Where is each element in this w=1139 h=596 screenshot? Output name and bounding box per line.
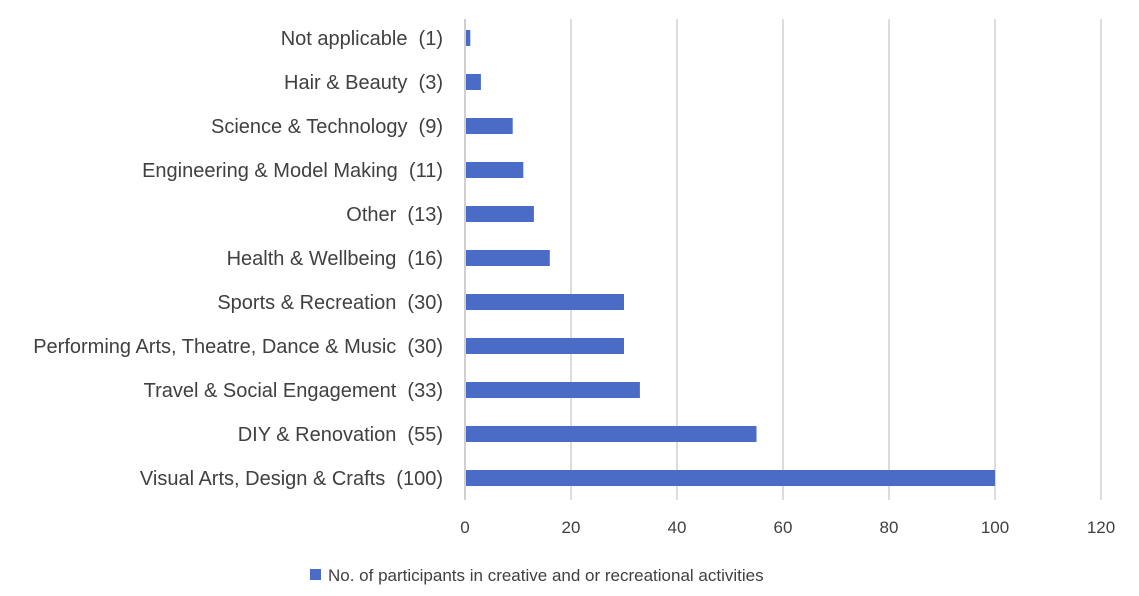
category-label: Visual Arts, Design & Crafts (100) [140,468,443,490]
category-label: DIY & Renovation (55) [238,424,443,446]
x-tick-label: 20 [562,518,581,537]
x-tick-label: 60 [774,518,793,537]
category-label: Travel & Social Engagement (33) [144,380,443,402]
x-tick-label: 40 [668,518,687,537]
bar [466,294,624,310]
x-tick-label: 80 [880,518,899,537]
bar [466,426,757,442]
x-tick-labels: 0 20 40 60 80 100 120 [460,518,1115,537]
bar [466,162,524,178]
category-label: Sports & Recreation (30) [217,292,443,314]
bar [466,250,550,266]
category-label: Hair & Beauty (3) [284,72,443,94]
category-label: Health & Wellbeing (16) [227,248,443,270]
x-tick-label: 0 [460,518,469,537]
category-labels: Visual Arts, Design & Crafts (100) DIY & … [33,28,443,490]
bars [466,30,995,486]
category-label: Science & Technology (9) [211,116,443,138]
category-label: Engineering & Model Making (11) [142,160,443,182]
category-label: Other (13) [346,204,443,226]
legend-label: No. of participants in creative and or r… [328,566,764,585]
bar [466,382,640,398]
bar [466,470,995,486]
bar [466,118,513,134]
legend: No. of participants in creative and or r… [310,566,764,585]
gridlines [464,19,1102,500]
bar [466,338,624,354]
x-tick-label: 120 [1087,518,1115,537]
category-label: Performing Arts, Theatre, Dance & Music … [33,336,443,358]
category-label: Not applicable (1) [281,28,443,50]
bar [466,30,471,46]
x-tick-label: 100 [981,518,1009,537]
legend-swatch [310,569,321,580]
bar [466,74,481,90]
bar [466,206,534,222]
